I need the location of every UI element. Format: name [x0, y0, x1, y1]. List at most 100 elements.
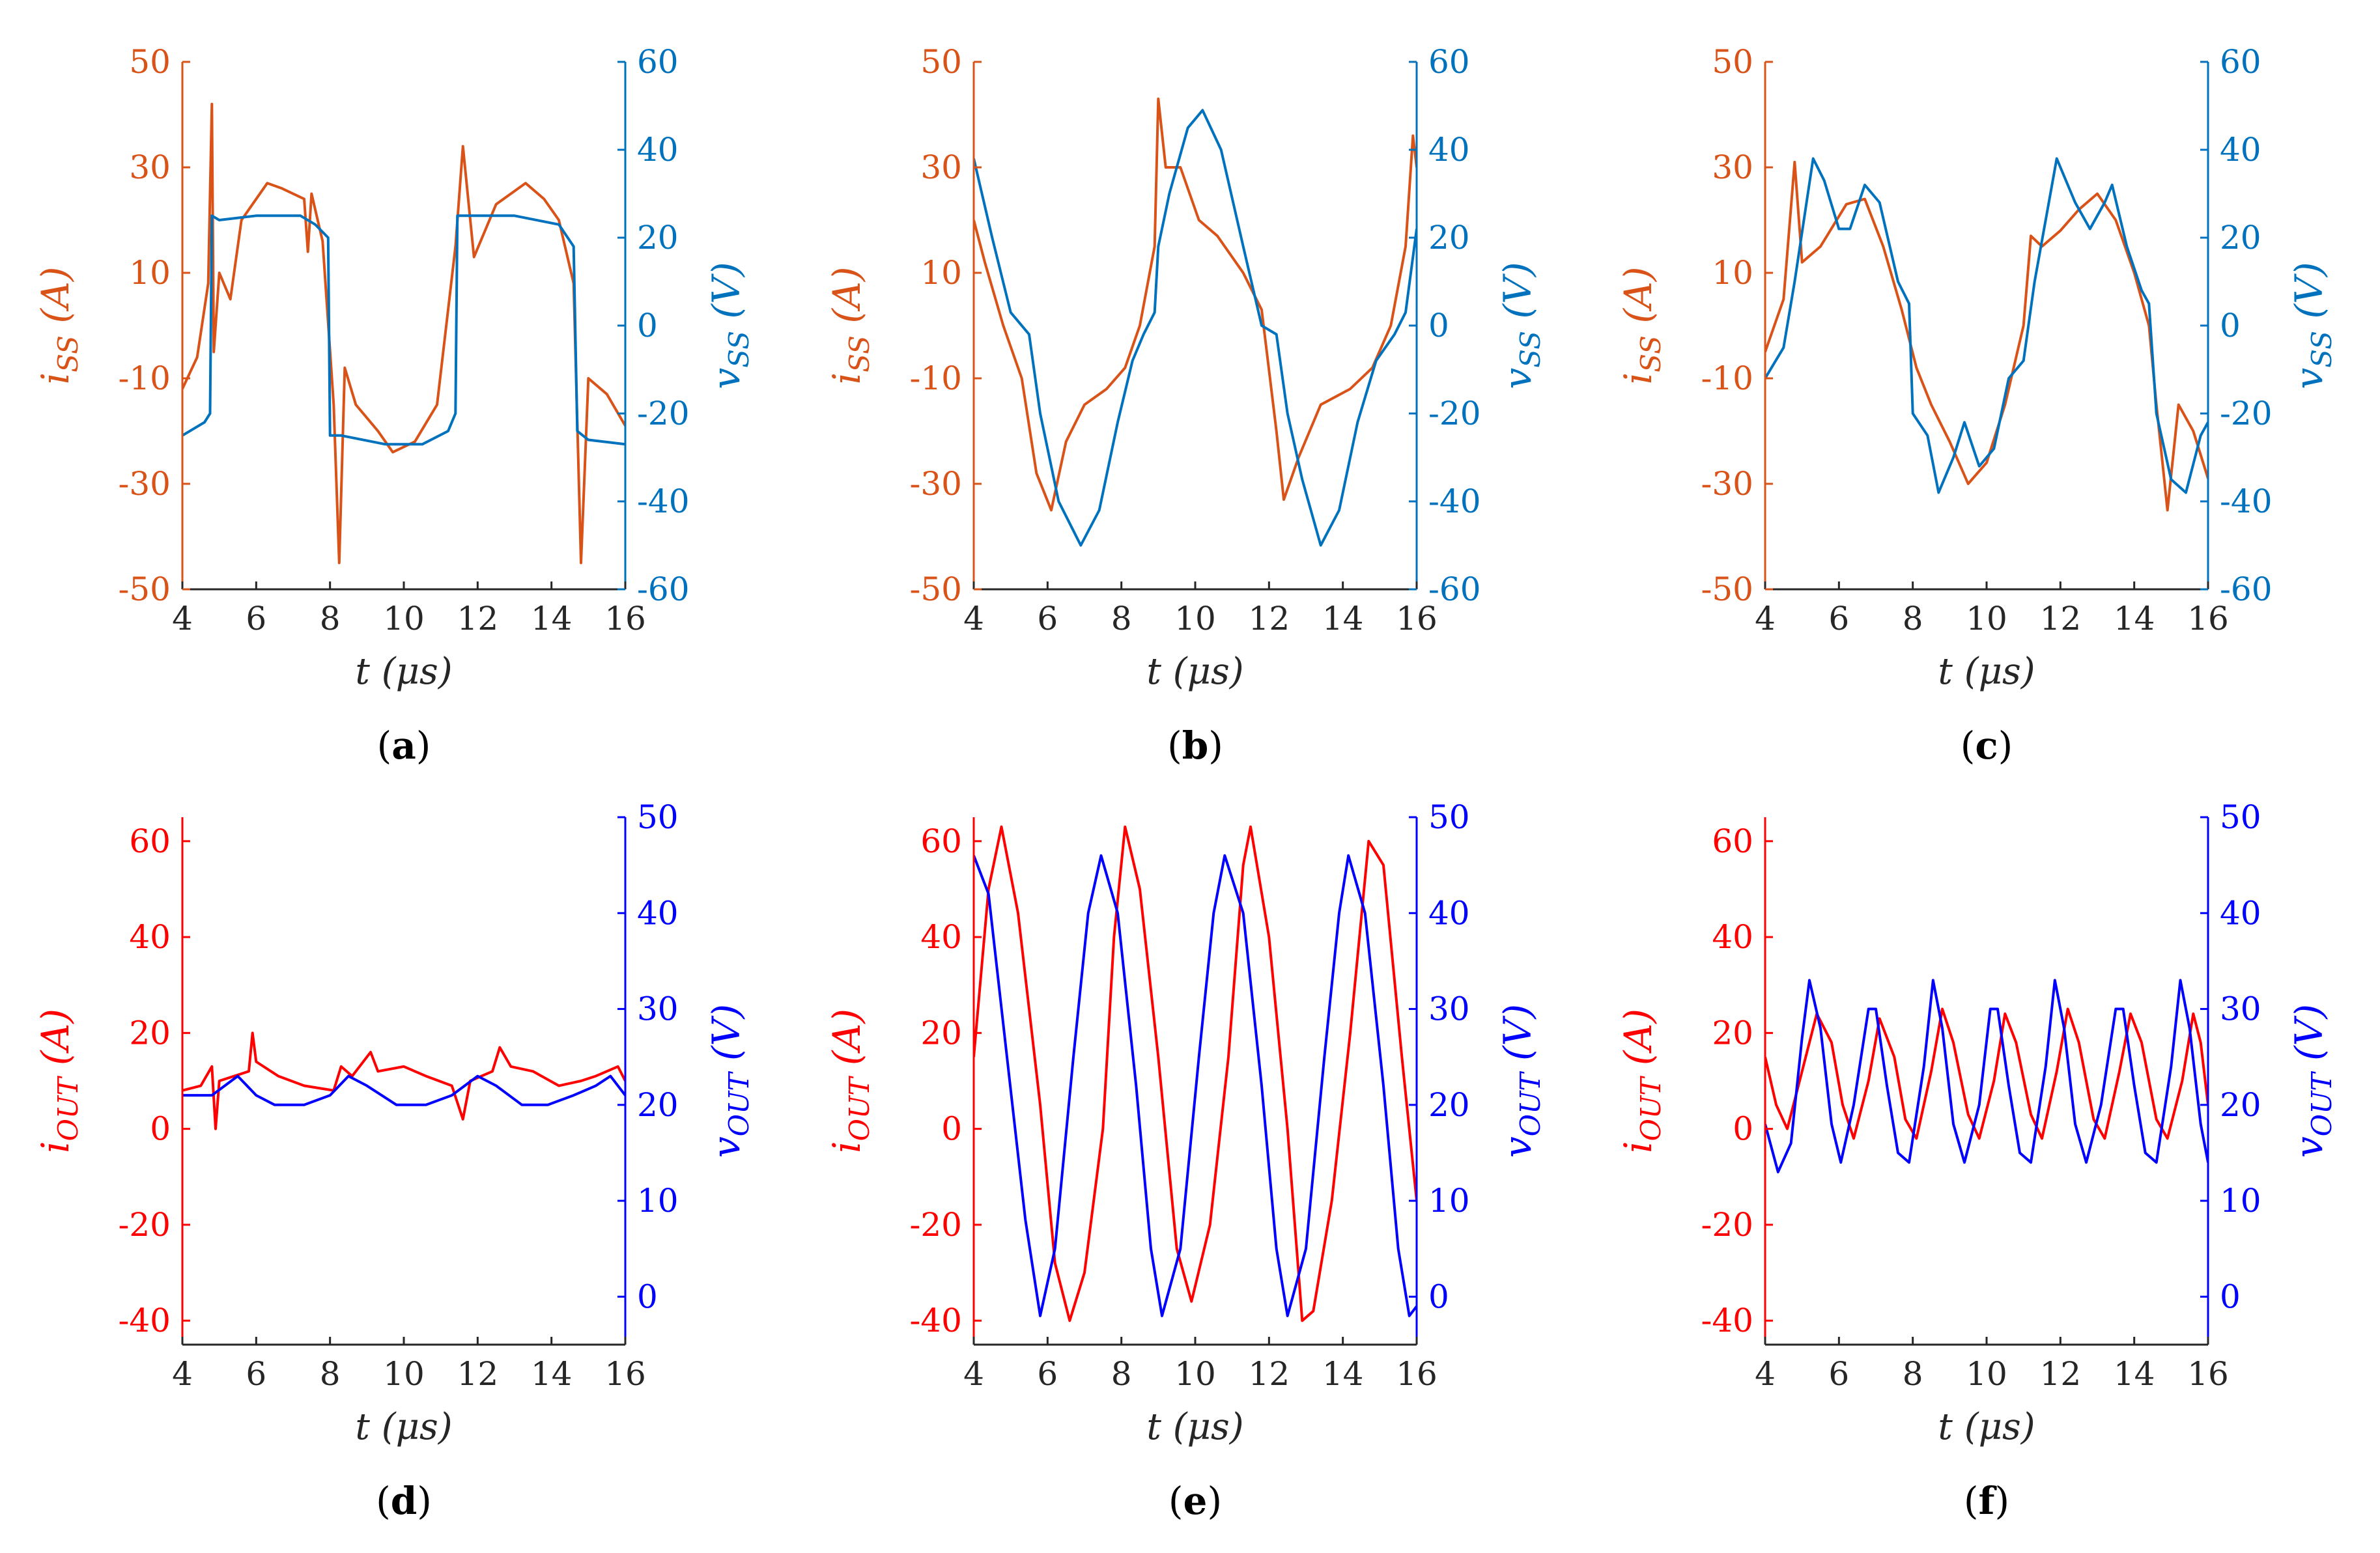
x-tick-label: 14 [531, 600, 573, 637]
x-tick-label: 4 [963, 600, 984, 637]
x-tick-label: 14 [2114, 600, 2155, 637]
right-tick-label: -60 [637, 570, 690, 608]
right-tick-label: 20 [1428, 219, 1470, 257]
series-line-right [182, 214, 625, 446]
left-tick-label: -40 [118, 1302, 171, 1339]
x-tick-label: 10 [1966, 1355, 2007, 1393]
x-tick-label: 14 [531, 1355, 573, 1393]
left-tick-label: 20 [1712, 1014, 1753, 1052]
right-tick-label: 0 [2220, 307, 2241, 344]
right-tick-label: 50 [1428, 798, 1470, 836]
right-tick-label: 50 [2220, 798, 2261, 836]
right-tick-label: 20 [2220, 1086, 2261, 1124]
right-axis-label: vSS (V) [704, 262, 755, 389]
right-tick-label: -60 [1428, 570, 1481, 608]
right-tick-label: 20 [2220, 219, 2261, 257]
series-line-right [182, 1074, 625, 1106]
x-tick-label: 6 [246, 1355, 266, 1393]
right-tick-label: 10 [637, 1182, 679, 1220]
x-axis-label: t (μs) [1938, 1406, 2035, 1448]
panel-label: (d) [376, 1479, 432, 1523]
left-tick-label: 30 [1712, 148, 1753, 186]
chart-panel-a: 4 6 8 10 12 14 16 -50 -30 -10 10 30 50 -60 -40 -20 0 20 40… [33, 43, 755, 768]
left-tick-label: -10 [1701, 359, 1753, 397]
x-tick-label: 8 [1111, 1355, 1132, 1393]
right-axis-label: vOUT (V) [2287, 1004, 2338, 1158]
right-tick-label: 10 [1428, 1182, 1470, 1220]
series-line-right [974, 109, 1417, 547]
series-line-left [1765, 1007, 2208, 1140]
right-tick-label: 20 [637, 219, 679, 257]
left-tick-label: -40 [1701, 1302, 1753, 1339]
left-tick-label: 60 [1712, 822, 1753, 860]
right-tick-label: -20 [1428, 395, 1481, 432]
x-tick-label: 12 [457, 1355, 499, 1393]
x-tick-label: 4 [963, 1355, 984, 1393]
left-tick-label: 40 [1712, 918, 1753, 956]
left-axis-label: iSS (A) [825, 267, 875, 385]
chart-panel-e: 4 6 8 10 12 14 16 -40 -20 0 20 40 60 0 10 20 30 40 50 t (μs… [825, 798, 1546, 1523]
x-tick-label: 14 [1322, 600, 1364, 637]
x-axis-label: t (μs) [1938, 651, 2035, 693]
right-tick-label: 40 [2220, 131, 2261, 169]
x-tick-label: 6 [1037, 600, 1058, 637]
left-tick-label: 0 [941, 1110, 962, 1148]
x-tick-label: 12 [1249, 1355, 1290, 1393]
left-tick-label: -10 [909, 359, 962, 397]
right-tick-label: 30 [637, 990, 679, 1028]
x-tick-label: 12 [2040, 600, 2082, 637]
x-axis-label: t (μs) [1146, 651, 1243, 693]
left-tick-label: 20 [129, 1014, 171, 1052]
x-tick-label: 16 [604, 1355, 646, 1393]
right-tick-label: 60 [1428, 43, 1470, 81]
right-tick-label: 50 [637, 798, 679, 836]
left-tick-label: 50 [1712, 43, 1753, 81]
left-tick-label: -30 [118, 465, 171, 503]
right-tick-label: 0 [1428, 1278, 1449, 1315]
series-line-left [974, 825, 1417, 1322]
right-tick-label: 60 [637, 43, 679, 81]
x-tick-label: 14 [2114, 1355, 2155, 1393]
x-tick-label: 10 [383, 1355, 425, 1393]
x-tick-label: 6 [1828, 1355, 1849, 1393]
left-tick-label: 40 [920, 918, 962, 956]
x-tick-label: 6 [246, 600, 266, 637]
right-tick-label: 40 [1428, 131, 1470, 169]
right-tick-label: 40 [2220, 894, 2261, 932]
left-tick-label: 40 [129, 918, 171, 956]
right-tick-label: -40 [637, 483, 690, 520]
left-tick-label: -20 [118, 1206, 171, 1244]
left-tick-label: 50 [920, 43, 962, 81]
x-tick-label: 8 [1111, 600, 1132, 637]
right-tick-label: 0 [1428, 307, 1449, 344]
left-tick-label: -30 [909, 465, 962, 503]
left-tick-label: -50 [909, 570, 962, 608]
x-tick-label: 12 [2040, 1355, 2082, 1393]
x-tick-label: 4 [1755, 1355, 1776, 1393]
right-tick-label: -20 [637, 395, 690, 432]
right-axis-label: vOUT (V) [1495, 1004, 1546, 1158]
right-tick-label: -60 [2220, 570, 2273, 608]
left-tick-label: -50 [118, 570, 171, 608]
left-tick-label: 50 [129, 43, 171, 81]
x-tick-label: 14 [1322, 1355, 1364, 1393]
panel-label: (e) [1169, 1479, 1222, 1523]
x-tick-label: 8 [1903, 1355, 1923, 1393]
right-tick-label: -40 [2220, 483, 2273, 520]
x-tick-label: 10 [1174, 600, 1216, 637]
chart-panel-f: 4 6 8 10 12 14 16 -40 -20 0 20 40 60 0 10 20 30 40 50 t (μs… [1616, 798, 2338, 1523]
left-tick-label: 30 [129, 148, 171, 186]
right-tick-label: 20 [637, 1086, 679, 1124]
right-axis-label: vSS (V) [1495, 262, 1546, 389]
x-tick-label: 6 [1828, 600, 1849, 637]
x-tick-label: 12 [457, 600, 499, 637]
x-tick-label: 8 [1903, 600, 1923, 637]
left-axis-label: iSS (A) [1616, 267, 1667, 385]
left-tick-label: -30 [1701, 465, 1753, 503]
series-line-left [182, 1031, 625, 1130]
left-tick-label: -20 [1701, 1206, 1753, 1244]
x-tick-label: 16 [604, 600, 646, 637]
chart-panel-d: 4 6 8 10 12 14 16 -40 -20 0 20 40 60 0 10 20 30 40 50 t (μs… [33, 798, 755, 1523]
left-tick-label: 10 [920, 254, 962, 292]
left-axis-label: iOUT (A) [1616, 1009, 1667, 1153]
